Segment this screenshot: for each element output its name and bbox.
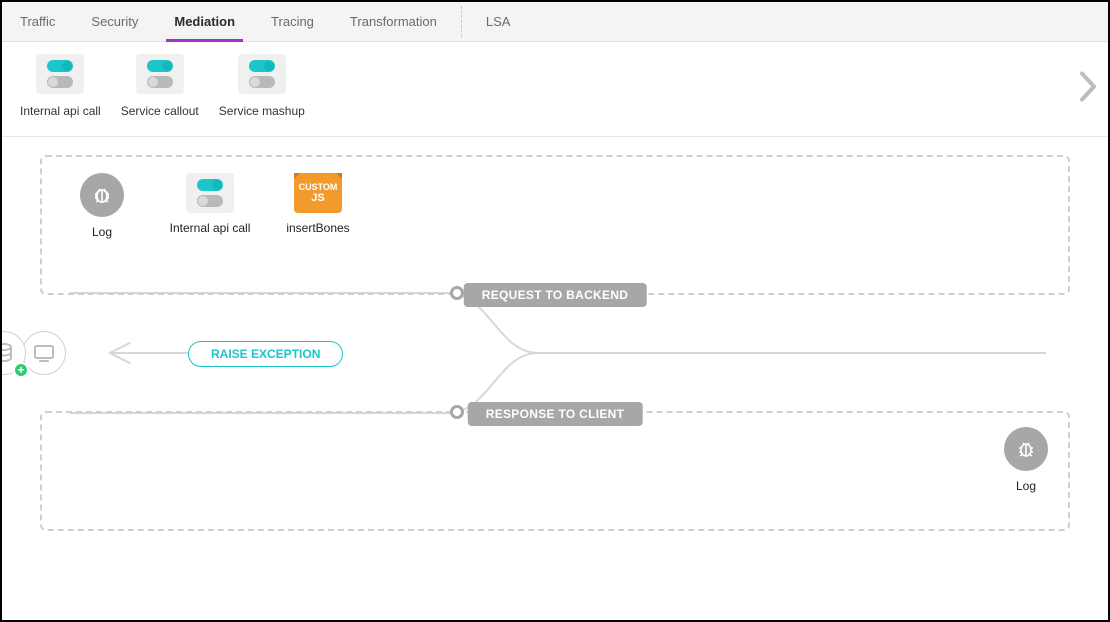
tab-label: Mediation (174, 14, 235, 29)
request-nodes: Log Internal api call CUSTOM JS insertBo… (42, 157, 1068, 239)
custom-js-icon: CUSTOM JS (294, 173, 342, 213)
node-label: Log (92, 225, 112, 239)
node-internal-api-call[interactable]: Internal api call (170, 173, 250, 239)
node-label: Internal api call (170, 221, 251, 235)
policy-internal-api-call[interactable]: Internal api call (20, 54, 101, 118)
response-pipeline-box (40, 411, 1070, 531)
custom-js-top: CUSTOM (299, 182, 338, 192)
tab-mediation[interactable]: Mediation (156, 2, 253, 41)
tab-label: Security (91, 14, 138, 29)
tab-tracing[interactable]: Tracing (253, 2, 332, 41)
mediation-policy-row: Internal api call Service callout Servic… (2, 42, 1108, 137)
request-pipeline-box: Log Internal api call CUSTOM JS insertBo… (40, 155, 1070, 295)
raise-exception-button[interactable]: RAISE EXCEPTION (188, 341, 343, 367)
app-frame: Traffic Security Mediation Tracing Trans… (0, 0, 1110, 622)
toggle-icon (186, 173, 234, 213)
flow-canvas: Log Internal api call CUSTOM JS insertBo… (2, 155, 1108, 565)
response-to-client-label: RESPONSE TO CLIENT (468, 402, 643, 426)
request-connector-dot (450, 286, 464, 300)
node-log-response[interactable]: Log (1004, 427, 1048, 493)
toggle-icon (136, 54, 184, 94)
scroll-right-button[interactable] (1078, 70, 1100, 109)
monitor-icon (32, 341, 56, 365)
tab-bar: Traffic Security Mediation Tracing Trans… (2, 2, 1108, 42)
tab-label: Transformation (350, 14, 437, 29)
policy-label: Service mashup (219, 104, 305, 118)
tab-security[interactable]: Security (73, 2, 156, 41)
toggle-icon (238, 54, 286, 94)
policy-label: Service callout (121, 104, 199, 118)
add-backend-icon: + (13, 362, 29, 378)
bug-icon (1004, 427, 1048, 471)
policy-service-mashup[interactable]: Service mashup (219, 54, 305, 118)
node-label: Log (1016, 479, 1036, 493)
policy-service-callout[interactable]: Service callout (121, 54, 199, 118)
node-custom-insertbones[interactable]: CUSTOM JS insertBones (278, 173, 358, 239)
bug-icon (80, 173, 124, 217)
node-log[interactable]: Log (62, 173, 142, 239)
tab-traffic[interactable]: Traffic (2, 2, 73, 41)
tab-transformation[interactable]: Transformation (332, 2, 455, 41)
tab-label: Traffic (20, 14, 55, 29)
exception-label: RAISE EXCEPTION (211, 347, 320, 361)
custom-js-bottom: JS (311, 192, 324, 204)
tab-label: LSA (486, 14, 511, 29)
policy-label: Internal api call (20, 104, 101, 118)
tab-label: Tracing (271, 14, 314, 29)
tab-lsa[interactable]: LSA (468, 2, 529, 41)
request-to-backend-label: REQUEST TO BACKEND (464, 283, 647, 307)
database-icon (0, 341, 16, 365)
node-label: insertBones (286, 221, 349, 235)
tab-divider (461, 6, 462, 37)
toggle-icon (36, 54, 84, 94)
response-connector-dot (450, 405, 464, 419)
backend-endpoint[interactable]: + (0, 331, 26, 375)
